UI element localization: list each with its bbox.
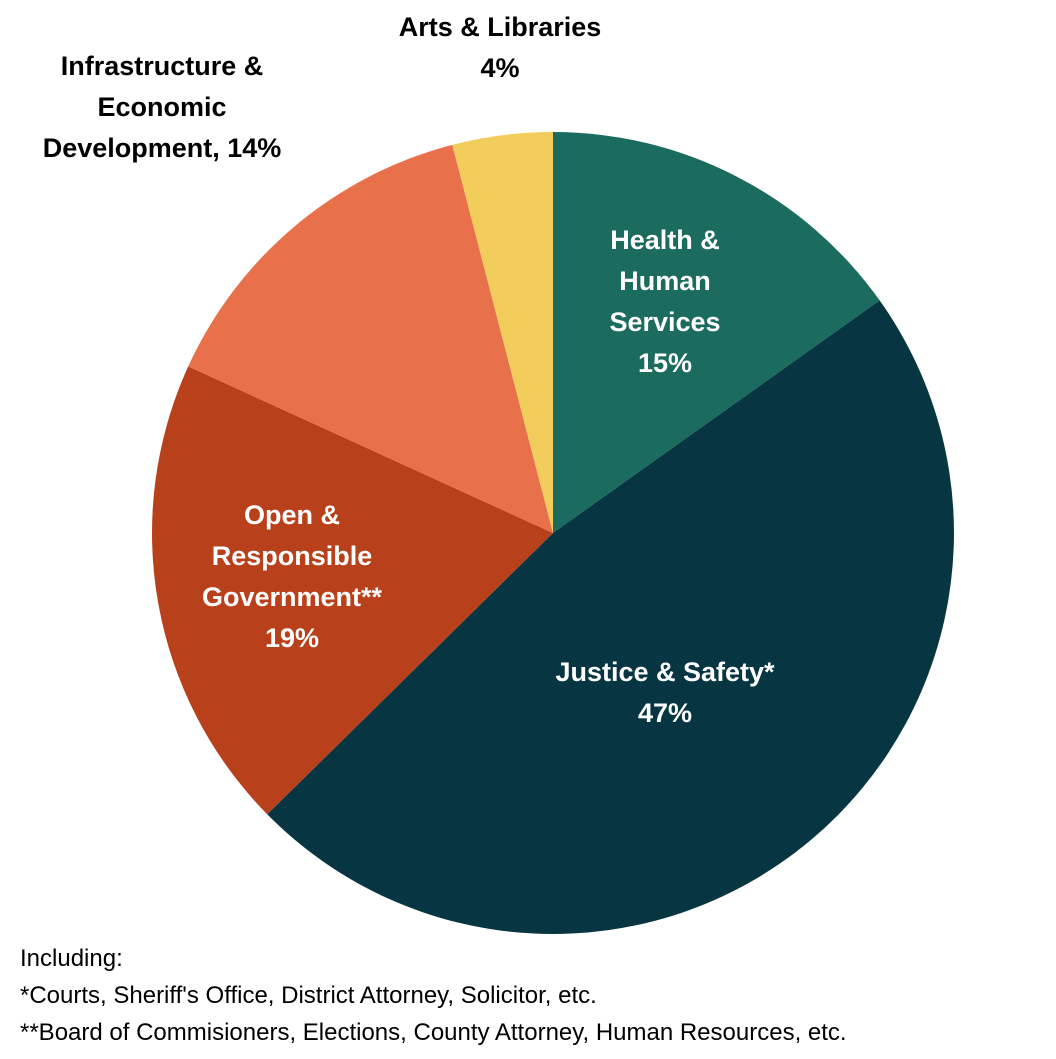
pie-slice-health-human-services: [553, 132, 880, 533]
footnote-government: **Board of Commisioners, Elections, Coun…: [20, 1019, 847, 1046]
slice-label-line: Economic: [97, 92, 226, 122]
slice-label-line: Health &: [610, 225, 720, 255]
slice-label-line: Justice & Safety*: [555, 657, 775, 687]
slice-label-justice-safety: Justice & Safety* 47%: [555, 657, 775, 728]
slice-label-line: Development, 14%: [43, 133, 282, 163]
slice-labels: Health & Human Services 15% Justice & Safety…: [43, 12, 775, 728]
pie-slices: [152, 132, 954, 934]
slice-label-open-responsible-government: Open & Responsible Government** 19%: [202, 500, 383, 653]
slice-label-line: Open &: [244, 500, 340, 530]
slice-label-line: Human: [619, 266, 711, 296]
footnote-heading: Including:: [20, 945, 123, 972]
slice-label-line: 15%: [638, 348, 692, 378]
footnote-justice: *Courts, Sheriff's Office, District Atto…: [20, 982, 597, 1009]
pie-slice-infrastructure-economic-development: [188, 144, 554, 533]
slice-label-line: Government**: [202, 582, 383, 612]
slice-label-line: Arts & Libraries: [399, 12, 602, 42]
slice-label-line: 47%: [638, 698, 692, 728]
slice-label-line: 4%: [480, 53, 519, 83]
slice-label-line: Infrastructure &: [61, 51, 264, 81]
slice-label-health-human-services: Health & Human Services 15%: [609, 225, 720, 378]
slice-label-infrastructure-economic-development: Infrastructure & Economic Development, 14%: [43, 51, 282, 163]
pie-slice-justice-safety: [267, 300, 954, 934]
slice-label-line: Responsible: [212, 541, 373, 571]
pie-slice-open-responsible-government: [152, 366, 553, 815]
slice-label-arts-libraries: Arts & Libraries 4%: [399, 12, 602, 83]
pie-slice-arts-libraries: [452, 132, 553, 533]
slice-label-line: 19%: [265, 623, 319, 653]
slice-label-line: Services: [609, 307, 720, 337]
footnotes: Including: *Courts, Sheriff's Office, Di…: [20, 940, 1050, 1051]
